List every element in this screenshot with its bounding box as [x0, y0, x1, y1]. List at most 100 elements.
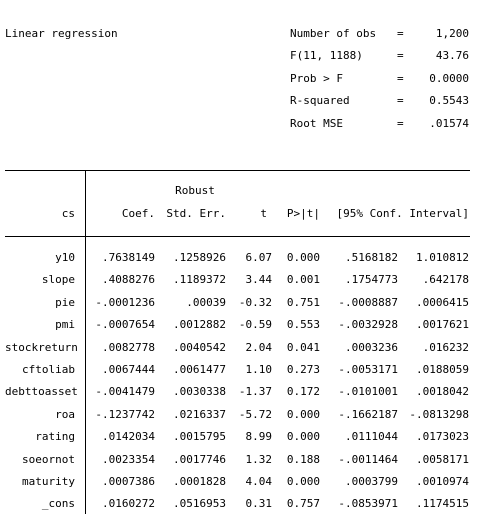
row-coef: .0067444 [102, 363, 155, 376]
row-coef: -.0007654 [95, 318, 155, 332]
table-row: _cons .0160272 .0516953 0.31 0.757 -.0853971.… [0, 497, 479, 519]
header-std-err: Std. Err. [166, 207, 226, 220]
stat-equals: = [397, 94, 404, 108]
table-row: soeornot .0023354 .0017746 1.32 0.188 -.00114… [0, 453, 479, 475]
row-t: 2.04 [245, 340, 273, 354]
row-ci-high: .0173023 [416, 430, 469, 444]
row-ci-low: -.0853971 [338, 497, 398, 511]
row-ci-low: .1754773 [345, 273, 398, 287]
row-varname: stockreturn [5, 340, 78, 354]
stat-value: 0.0000 [429, 71, 469, 85]
row-ci-high: .1174515 [416, 497, 469, 511]
header-p: P>|t| [286, 207, 320, 220]
row-ci-low: -.0032928 [338, 318, 398, 332]
row-ci-low: .0003236 [345, 340, 398, 354]
row-ci-high: .0017621 [416, 318, 469, 332]
row-std-err: .0216337 [173, 407, 226, 421]
stat-row-rmse: Root MSE = .01574 [290, 117, 472, 139]
row-std-err: .0001828 [173, 475, 226, 488]
row-p: 0.172 [286, 385, 320, 399]
row-varname: debttoasset [5, 385, 78, 399]
stat-label: F(11, 1188) [290, 49, 363, 63]
row-std-err: .0017746 [173, 452, 226, 466]
row-std-err: .00039 [186, 295, 226, 309]
row-t: 0.31 [245, 497, 273, 511]
row-t: 6.07 [245, 251, 273, 264]
stat-value: 43.76 [435, 49, 469, 63]
row-coef: -.1237742 [95, 407, 155, 421]
row-t: 4.04 [245, 475, 273, 488]
header-ci: [95% Conf. Interval] [336, 207, 469, 220]
row-coef: .4088276 [102, 273, 155, 287]
table-row: maturity .0007386 .0001828 4.04 0.000 .000379… [0, 475, 479, 497]
stat-equals: = [397, 49, 404, 63]
header-coef: Coef. [121, 207, 155, 220]
row-std-err: .1189372 [173, 273, 226, 287]
row-varname: y10 [55, 251, 75, 264]
row-ci-low: -.0011464 [338, 452, 398, 466]
row-ci-low: .0003799 [345, 475, 398, 488]
table-row: stockreturn .0082778 .0040542 2.04 0.041 .000… [0, 341, 479, 363]
row-std-err: .0012882 [173, 318, 226, 332]
row-ci-low: -.0101001 [338, 385, 398, 399]
table-divider [85, 170, 86, 514]
table-row: rating .0142034 .0015795 8.99 0.000 .0111044.… [0, 430, 479, 452]
stat-value: 0.5543 [429, 94, 469, 108]
row-ci-high: -.0813298 [409, 407, 469, 421]
row-p: 0.000 [286, 475, 320, 488]
row-t: -0.59 [238, 318, 272, 332]
stat-label: Prob > F [290, 71, 343, 85]
row-p: 0.553 [286, 318, 320, 332]
table-row: cftoliab .0067444 .0061477 1.10 0.273 -.00531… [0, 363, 479, 385]
row-varname: rating [35, 430, 75, 444]
row-p: 0.757 [286, 497, 320, 511]
row-ci-high: .0188059 [416, 363, 469, 376]
row-t: -5.72 [238, 407, 272, 421]
stat-label: Root MSE [290, 116, 343, 130]
row-t: 8.99 [245, 430, 273, 444]
row-ci-high: 1.010812 [416, 251, 469, 264]
row-ci-low: -.0008887 [338, 295, 398, 309]
stat-row-nobs: Number of obs = 1,200 [290, 27, 472, 49]
table-header-rule [5, 236, 470, 237]
stat-equals: = [397, 71, 404, 85]
row-ci-high: .0006415 [416, 295, 469, 309]
row-coef: -.0041479 [95, 385, 155, 399]
row-ci-high: .0010974 [416, 475, 469, 488]
table-row: y10 .7638149 .1258926 6.07 0.000 .5168182 1.01… [0, 251, 479, 273]
row-coef: .0160272 [102, 497, 155, 511]
row-p: 0.000 [286, 407, 320, 421]
stat-label: Number of obs [290, 27, 377, 40]
model-stats: Number of obs = 1,200 F(11, 1188) = 43.7… [290, 27, 472, 139]
row-coef: .0023354 [102, 452, 155, 466]
row-p: 0.273 [286, 363, 320, 376]
row-t: -1.37 [238, 385, 272, 399]
header-t: t [260, 207, 267, 220]
stat-equals: = [397, 27, 404, 40]
row-ci-high: .642178 [422, 273, 469, 287]
row-std-err: .0040542 [173, 340, 226, 354]
row-std-err: .1258926 [173, 251, 226, 264]
row-p: 0.188 [286, 452, 320, 466]
row-coef: .7638149 [102, 251, 155, 264]
stat-row-rsq: R-squared = 0.5543 [290, 94, 472, 116]
row-t: -0.32 [238, 295, 272, 309]
table-row: pie -.0001236 .00039 -0.32 0.751 -.0008887 .00… [0, 296, 479, 318]
table-row: debttoasset -.0041479 .0030338 -1.37 0.172 -.… [0, 385, 479, 407]
model-title: Linear regression [5, 27, 118, 40]
row-coef: .0142034 [102, 430, 155, 444]
row-std-err: .0015795 [173, 430, 226, 444]
row-ci-low: .0111044 [345, 430, 398, 444]
row-varname: cftoliab [22, 363, 75, 376]
table-top-rule [5, 170, 470, 171]
row-coef: -.0001236 [95, 295, 155, 309]
stat-row-f: F(11, 1188) = 43.76 [290, 49, 472, 71]
row-p: 0.001 [286, 273, 320, 287]
row-ci-high: .0058171 [416, 452, 469, 466]
depvar-name: cs [61, 207, 75, 220]
row-ci-low: -.1662187 [338, 407, 398, 421]
stat-value: 1,200 [435, 27, 469, 40]
row-p: 0.000 [286, 430, 320, 444]
table-row: roa -.1237742 .0216337 -5.72 0.000 -.1662187-… [0, 408, 479, 430]
